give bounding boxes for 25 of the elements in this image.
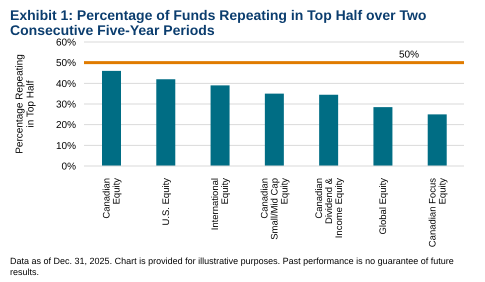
y-tick-label: 30%	[56, 100, 76, 111]
x-tick-label: U.S. Equity	[160, 178, 172, 226]
y-tick-label: 0%	[62, 162, 76, 173]
x-tick-label: Canadian Focus Equity	[427, 178, 448, 248]
x-tick-label: International Equity	[210, 178, 232, 230]
y-tick-label: 10%	[56, 140, 76, 152]
bar	[102, 70, 121, 166]
bar	[428, 114, 447, 166]
text: Data as of Dec. 31, 2025. Chart is provided for illustrative purposes. Past performance is no guarantee of future results.	[9, 256, 455, 278]
bar	[373, 107, 392, 166]
ref-line-label: 50%	[398, 50, 420, 61]
y-tick-label: 20%	[56, 120, 76, 132]
bar	[210, 85, 230, 166]
x-tick-label: Canadian Small/Mid Cap Equity	[260, 178, 290, 240]
bar	[156, 79, 176, 166]
x-tick-label: Canadian Dividend & Income Equity	[314, 177, 345, 238]
y-tick-label: 60%	[56, 38, 76, 49]
y-axis-title: Percentage Repeating in Top Half	[14, 54, 36, 154]
y-tick-label: 50%	[56, 58, 76, 70]
y-tick-label: 40%	[56, 78, 76, 90]
x-tick-label: Canadian Equity	[102, 178, 123, 219]
bar	[264, 94, 284, 166]
x-tick-label: Global Equity	[378, 178, 390, 235]
chart-title: Exhibit 1: Percentage of Funds Repeating in Top Half over Two Consecutive Five-Year Periods	[9, 7, 428, 38]
bar	[319, 94, 338, 166]
